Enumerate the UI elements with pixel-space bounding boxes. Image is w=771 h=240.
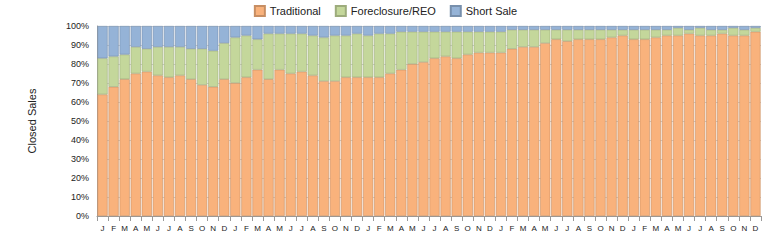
svg-text:A: A [310, 224, 316, 233]
svg-text:A: A [664, 224, 670, 233]
svg-text:S: S [321, 224, 326, 233]
svg-text:J: J [233, 224, 237, 233]
svg-text:0%: 0% [76, 211, 89, 221]
svg-text:40%: 40% [71, 135, 89, 145]
svg-text:A: A [709, 224, 715, 233]
svg-text:J: J [167, 224, 171, 233]
svg-text:J: J [156, 224, 160, 233]
svg-text:A: A [576, 224, 582, 233]
svg-text:M: M [409, 224, 416, 233]
svg-text:30%: 30% [71, 154, 89, 164]
svg-text:J: J [101, 224, 105, 233]
svg-text:J: J [289, 224, 293, 233]
svg-text:D: D [620, 224, 626, 233]
svg-text:A: A [399, 224, 405, 233]
svg-text:M: M [276, 224, 283, 233]
svg-text:S: S [188, 224, 193, 233]
svg-text:J: J [300, 224, 304, 233]
svg-text:D: D [487, 224, 493, 233]
svg-text:O: O [597, 224, 603, 233]
svg-text:J: J [698, 224, 702, 233]
svg-text:M: M [143, 224, 150, 233]
svg-text:O: O [465, 224, 471, 233]
svg-text:F: F [377, 224, 382, 233]
svg-text:A: A [133, 224, 139, 233]
svg-text:O: O [199, 224, 205, 233]
svg-text:J: J [366, 224, 370, 233]
svg-text:20%: 20% [71, 173, 89, 183]
svg-text:S: S [454, 224, 459, 233]
svg-text:50%: 50% [71, 116, 89, 126]
svg-text:N: N [742, 224, 748, 233]
svg-text:A: A [177, 224, 183, 233]
svg-text:M: M [675, 224, 682, 233]
svg-text:D: D [354, 224, 360, 233]
svg-text:J: J [421, 224, 425, 233]
svg-text:80%: 80% [71, 59, 89, 69]
svg-text:90%: 90% [71, 40, 89, 50]
svg-text:10%: 10% [71, 192, 89, 202]
svg-text:N: N [210, 224, 216, 233]
svg-text:70%: 70% [71, 78, 89, 88]
svg-text:J: J [565, 224, 569, 233]
svg-text:Foreclosure/REO: Foreclosure/REO [351, 5, 436, 17]
svg-text:N: N [343, 224, 349, 233]
svg-text:A: A [266, 224, 272, 233]
svg-text:A: A [531, 224, 537, 233]
svg-text:M: M [520, 224, 527, 233]
svg-text:Traditional: Traditional [270, 5, 321, 17]
svg-text:D: D [753, 224, 759, 233]
svg-text:100%: 100% [66, 21, 89, 31]
svg-text:Closed Sales: Closed Sales [26, 88, 38, 153]
svg-text:S: S [587, 224, 592, 233]
svg-text:Short Sale: Short Sale [466, 5, 517, 17]
svg-text:F: F [111, 224, 116, 233]
svg-text:J: J [687, 224, 691, 233]
svg-text:J: J [554, 224, 558, 233]
svg-text:F: F [510, 224, 515, 233]
svg-text:F: F [642, 224, 647, 233]
svg-text:D: D [221, 224, 227, 233]
svg-text:A: A [443, 224, 449, 233]
svg-text:M: M [653, 224, 660, 233]
svg-text:J: J [433, 224, 437, 233]
svg-text:N: N [609, 224, 615, 233]
svg-text:M: M [121, 224, 128, 233]
svg-text:O: O [730, 224, 736, 233]
svg-text:J: J [632, 224, 636, 233]
svg-text:60%: 60% [71, 97, 89, 107]
svg-text:N: N [476, 224, 482, 233]
svg-text:M: M [542, 224, 549, 233]
svg-text:M: M [254, 224, 261, 233]
svg-text:M: M [387, 224, 394, 233]
svg-text:S: S [720, 224, 725, 233]
svg-text:F: F [244, 224, 249, 233]
svg-text:O: O [332, 224, 338, 233]
svg-text:J: J [499, 224, 503, 233]
